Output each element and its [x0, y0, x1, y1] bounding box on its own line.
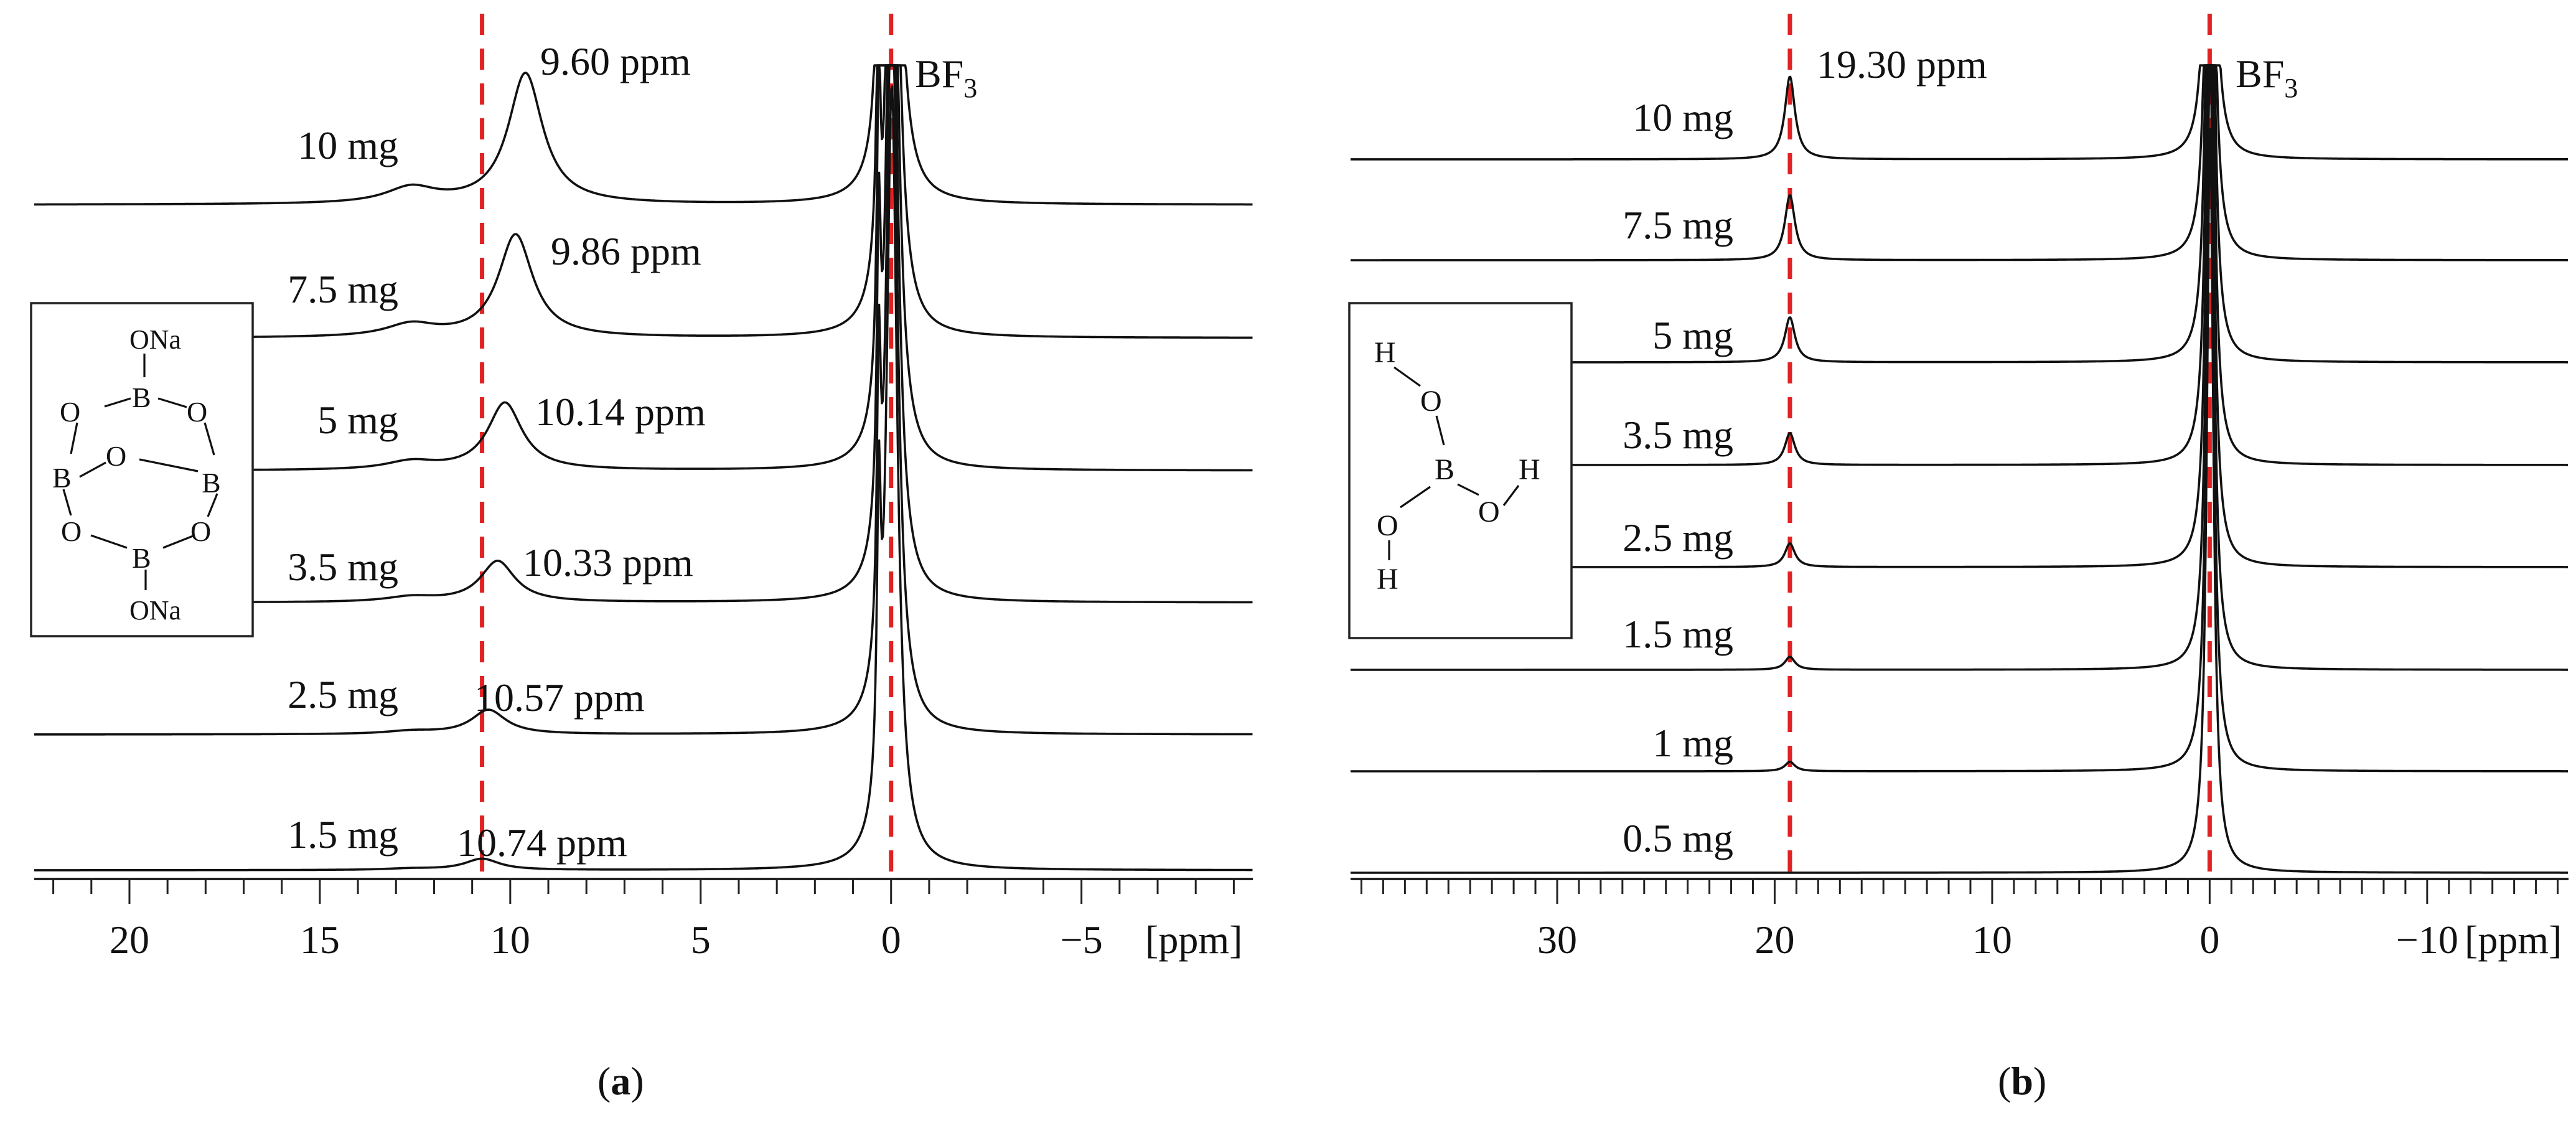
panel-b-spectrum-6 [1350, 64, 2569, 773]
panel-b-series-label-7: 0.5 mg [1623, 816, 1733, 860]
oxygen-right: O [1478, 496, 1500, 529]
boron-top: B [132, 382, 151, 413]
panel-b-tick-label-0: 30 [1537, 918, 1577, 962]
boron-left: B [52, 462, 72, 494]
panel-b: 30 20 10 0 −10 [ppm] 10 mg 7.5 mg 5 mg 3.5 mg 2.… [1348, 14, 2569, 1103]
series-labels-b: 10 mg 7.5 mg 5 mg 3.5 mg 2.5 mg 1.5 mg 1 mg 0.5… [1623, 95, 1733, 860]
panel-a-series-label-2: 5 mg [317, 398, 398, 442]
panel-b-spectrum-7 [1350, 128, 2569, 874]
oxygen-left: O [1377, 509, 1398, 542]
panel-a-tick-label-5: −5 [1061, 918, 1103, 962]
bf3-label-b: BF3 [2236, 52, 2298, 103]
x-axis-label-b: [ppm] [2465, 918, 2562, 962]
panel-a-peak-label-3: 10.33 ppm [523, 540, 693, 585]
panel-label-b: (b) [1998, 1059, 2046, 1103]
borate-structure-inset: ONa B O O O B B O O B ONa [30, 302, 254, 637]
panel-a-tick-label-0: 20 [110, 918, 149, 962]
panel-b-series-label-6: 1 mg [1652, 721, 1733, 765]
panel-a-series-label-4: 2.5 mg [288, 672, 398, 717]
panel-b-tick-label-4: −10 [2396, 918, 2458, 962]
reference-lines-b [1787, 14, 2212, 879]
panel-a-spectrum-5 [34, 85, 1253, 872]
oxygen-center: O [106, 440, 126, 472]
panel-a-peak-label-1: 9.86 ppm [551, 229, 701, 273]
panel-a-peak-label-4: 10.57 ppm [474, 675, 645, 720]
series-labels-a: 10 mg 7.5 mg 5 mg 3.5 mg 2.5 mg 1.5 mg [288, 123, 398, 857]
oxygen-right-bottom: O [190, 515, 211, 547]
panel-b-spectrum-1 [1350, 64, 2569, 261]
oxygen-right-top: O [187, 396, 207, 428]
x-ticks-a [52, 879, 1235, 904]
panel-a-peak-label-2: 10.14 ppm [535, 390, 706, 434]
boron-right: B [202, 467, 221, 499]
peak-label-b: 19.30 ppm [1817, 42, 1987, 87]
panel-a-spectrum-0 [34, 64, 1253, 206]
panel-b-tick-label-3: 0 [2199, 918, 2219, 962]
boron-center: B [1435, 453, 1454, 486]
panel-a-series-label-3: 3.5 mg [288, 545, 398, 589]
panel-a-spectrum-1 [34, 64, 1253, 339]
panel-a-series-label-5: 1.5 mg [288, 812, 398, 857]
panel-a-peak-label-5: 10.74 ppm [457, 820, 627, 865]
onatop-text: ONa [129, 324, 181, 355]
reference-lines-a [480, 14, 894, 879]
ona-bottom-text: ONa [129, 595, 181, 626]
boron-bottom: B [132, 542, 151, 574]
bf3-label-a: BF3 [915, 52, 977, 103]
x-axis-label-a: [ppm] [1145, 918, 1242, 962]
oxygen-left-top: O [60, 396, 80, 428]
panel-b-tick-label-1: 20 [1754, 918, 1794, 962]
panel-b-series-label-0: 10 mg [1632, 95, 1733, 139]
hydrogen-right: H [1519, 453, 1540, 486]
peak-labels-a: 9.60 ppm 9.86 ppm 10.14 ppm 10.33 ppm 10.57 … [457, 39, 706, 865]
panel-b-series-label-2: 5 mg [1652, 313, 1733, 357]
panel-a-tick-label-3: 5 [691, 918, 711, 962]
hydrogen-top: H [1374, 336, 1396, 369]
oxygen-top: O [1420, 385, 1442, 418]
panel-a-series-label-0: 10 mg [297, 123, 398, 167]
panel-a-series-label-1: 7.5 mg [288, 267, 398, 311]
structure-box-b [1348, 302, 1573, 639]
panel-a-spectrum-4 [34, 64, 1253, 736]
panel-b-spectrum-5 [1350, 64, 2569, 671]
panel-a-peak-label-0: 9.60 ppm [540, 39, 691, 83]
panel-a: 20 15 10 5 0 −5 [ppm] 10 mg 7.5 mg 5 mg 3.5 mg 2.… [30, 14, 1253, 1103]
panel-b-spectrum-0 [1350, 64, 2569, 161]
x-tick-labels-b: 30 20 10 0 −10 [1537, 918, 2458, 962]
panel-b-series-label-4: 2.5 mg [1623, 515, 1733, 560]
panel-b-series-label-5: 1.5 mg [1623, 612, 1733, 656]
panel-a-tick-label-4: 0 [881, 918, 901, 962]
panel-a-tick-label-2: 10 [490, 918, 530, 962]
boric-acid-structure-inset: H O B O H O H [1348, 302, 1573, 639]
x-ticks-b [1360, 879, 2559, 904]
panel-b-tick-label-2: 10 [1972, 918, 2012, 962]
oxygen-left-bottom: O [61, 515, 82, 547]
x-tick-labels-a: 20 15 10 5 0 −5 [110, 918, 1103, 962]
structure-box-a [30, 302, 254, 637]
panel-b-series-label-3: 3.5 mg [1623, 413, 1733, 457]
panel-b-series-label-1: 7.5 mg [1623, 203, 1733, 247]
panel-a-tick-label-1: 15 [300, 918, 340, 962]
panel-label-a: (a) [597, 1059, 644, 1103]
hydrogen-bottom: H [1377, 563, 1398, 596]
